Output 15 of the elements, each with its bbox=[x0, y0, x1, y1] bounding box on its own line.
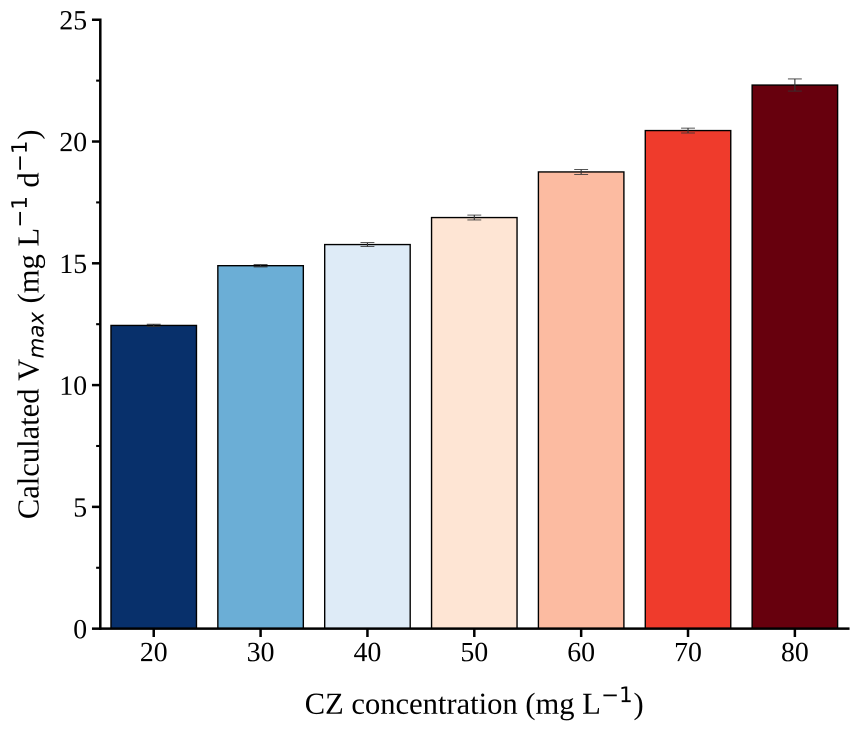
y-axis-title: Calculated V$_{max}$ (mg L$^{−1}$ d$^{−1}$) bbox=[11, 130, 46, 518]
x-tick-label: 50 bbox=[462, 642, 488, 662]
x-tick-label: 70 bbox=[676, 642, 701, 662]
x-tick-label: 30 bbox=[248, 642, 274, 662]
x-tick-label: 20 bbox=[141, 642, 167, 662]
x-tick-label: 60 bbox=[568, 642, 594, 662]
x-axis-title: CZ concentration (mg L$^{−1}$) bbox=[306, 686, 642, 720]
x-tick-label: 80 bbox=[782, 642, 808, 662]
y-tick-label: 5 bbox=[74, 498, 86, 517]
y-tick-label: 15 bbox=[62, 254, 86, 274]
y-tick-label: 20 bbox=[60, 132, 86, 152]
y-tick-label: 25 bbox=[60, 10, 86, 30]
x-tick-label: 40 bbox=[354, 642, 380, 662]
y-tick-label: 0 bbox=[74, 620, 86, 639]
y-tick-label: 10 bbox=[62, 376, 86, 395]
